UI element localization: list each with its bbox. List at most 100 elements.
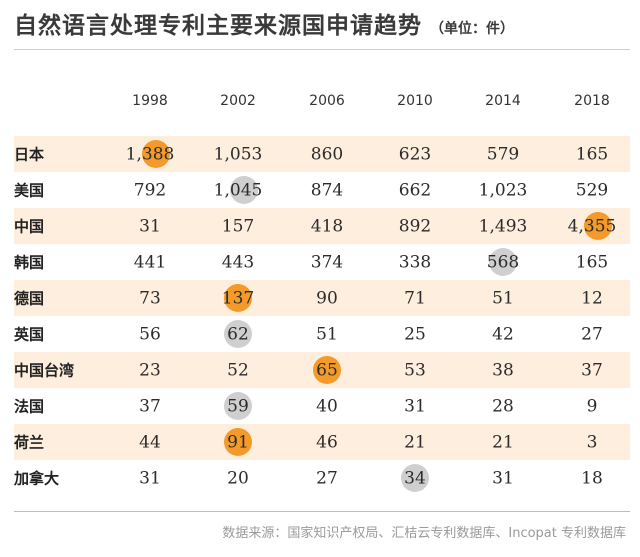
row-label: 德国: [14, 290, 44, 308]
cell-value: 53: [404, 361, 426, 381]
column-header-2002: 2002: [220, 93, 256, 109]
cell-value: 56: [139, 325, 161, 345]
cell-value: 157: [222, 217, 254, 237]
cell-value: 418: [311, 217, 343, 237]
cell-value: 27: [316, 469, 338, 489]
cell-value: 9: [587, 397, 598, 417]
cell-value: 1,023: [479, 181, 528, 201]
cell-value: 374: [311, 253, 343, 273]
row-label: 加拿大: [13, 470, 59, 488]
cell-value: 3: [587, 433, 598, 453]
column-headers: 1998 2002 2006 2010 2014 2018: [132, 93, 610, 109]
cell-value: 46: [316, 433, 338, 453]
row-label: 荷兰: [14, 434, 44, 452]
cell-value: 874: [311, 181, 343, 201]
cell-value: 12: [581, 289, 603, 309]
column-header-2010: 2010: [397, 93, 433, 109]
highlight-circles: [142, 140, 612, 492]
cell-value: 137: [222, 289, 254, 309]
cell-value: 44: [139, 433, 161, 453]
cell-value: 623: [399, 145, 431, 165]
cell-value: 37: [581, 361, 603, 381]
row-label: 中国: [14, 218, 44, 236]
cell-value: 34: [404, 469, 426, 489]
cell-value: 165: [576, 145, 608, 165]
cell-value: 21: [404, 433, 426, 453]
highlight-circle-gray: [401, 464, 429, 492]
highlight-circle-orange: [224, 428, 252, 456]
cell-value: 38: [492, 361, 514, 381]
source-note: 数据来源：国家知识产权局、汇桔云专利数据库、Incopat 专利数据库: [222, 526, 626, 541]
row-stripe: [14, 424, 630, 460]
cell-value: 529: [576, 181, 608, 201]
row-label: 美国: [14, 182, 44, 200]
cell-value: 90: [316, 289, 338, 309]
cell-value: 27: [581, 325, 603, 345]
cell-value: 23: [139, 361, 161, 381]
highlight-circle-gray: [230, 176, 258, 204]
cell-value: 31: [404, 397, 426, 417]
highlight-circle-orange: [142, 140, 170, 168]
cell-value: 1,493: [479, 217, 528, 237]
title-row: 自然语言处理专利主要来源国申请趋势 （单位：件）: [14, 6, 514, 46]
cell-value: 40: [316, 397, 338, 417]
highlight-circle-orange: [584, 212, 612, 240]
cell-value: 1,388: [126, 145, 175, 165]
cell-value: 1,045: [214, 181, 263, 201]
cell-value: 59: [227, 397, 249, 417]
column-header-2018: 2018: [574, 93, 610, 109]
row-label: 中国台湾: [14, 362, 74, 380]
chart-unit: （单位：件）: [430, 21, 514, 37]
highlight-circle-orange: [313, 356, 341, 384]
cell-value: 443: [222, 253, 254, 273]
cell-value: 792: [134, 181, 166, 201]
highlight-circle-gray: [489, 248, 517, 276]
cell-value: 62: [227, 325, 249, 345]
cell-value: 65: [316, 361, 338, 381]
cell-value: 71: [404, 289, 426, 309]
highlight-circle-gray: [224, 320, 252, 348]
cell-value: 338: [399, 253, 431, 273]
cell-value: 21: [492, 433, 514, 453]
cell-value: 860: [311, 145, 343, 165]
highlight-circle-orange: [224, 284, 252, 312]
row-label: 日本: [14, 146, 44, 164]
column-header-2006: 2006: [309, 93, 345, 109]
cell-value: 1,053: [214, 145, 263, 165]
cell-value: 37: [139, 397, 161, 417]
cell-value: 4,355: [568, 217, 617, 237]
cell-value: 31: [139, 469, 161, 489]
cell-value: 20: [227, 469, 249, 489]
row-stripe: [14, 208, 630, 244]
cell-value: 51: [492, 289, 514, 309]
cell-value: 73: [139, 289, 161, 309]
cell-value: 441: [134, 253, 166, 273]
cell-value: 662: [399, 181, 431, 201]
row-label: 英国: [14, 326, 44, 344]
cell-value: 42: [492, 325, 514, 345]
cell-value: 52: [227, 361, 249, 381]
highlight-circle-gray: [224, 392, 252, 420]
cell-value: 18: [581, 469, 603, 489]
column-header-2014: 2014: [485, 93, 521, 109]
row-label: 韩国: [14, 254, 44, 272]
cell-value: 28: [492, 397, 514, 417]
row-stripes: [14, 136, 630, 460]
cell-value: 31: [139, 217, 161, 237]
bottom-divider: [14, 511, 630, 512]
column-header-1998: 1998: [132, 93, 168, 109]
row-stripe: [14, 280, 630, 316]
cell-value: 165: [576, 253, 608, 273]
title-divider: [14, 49, 630, 50]
row-label: 法国: [14, 398, 44, 416]
cell-value: 568: [487, 253, 519, 273]
cell-value: 579: [487, 145, 519, 165]
cell-value: 51: [316, 325, 338, 345]
chart-title: 自然语言处理专利主要来源国申请趋势: [14, 13, 422, 39]
cell-value: 25: [404, 325, 426, 345]
cell-value: 892: [399, 217, 431, 237]
cell-value: 31: [492, 469, 514, 489]
